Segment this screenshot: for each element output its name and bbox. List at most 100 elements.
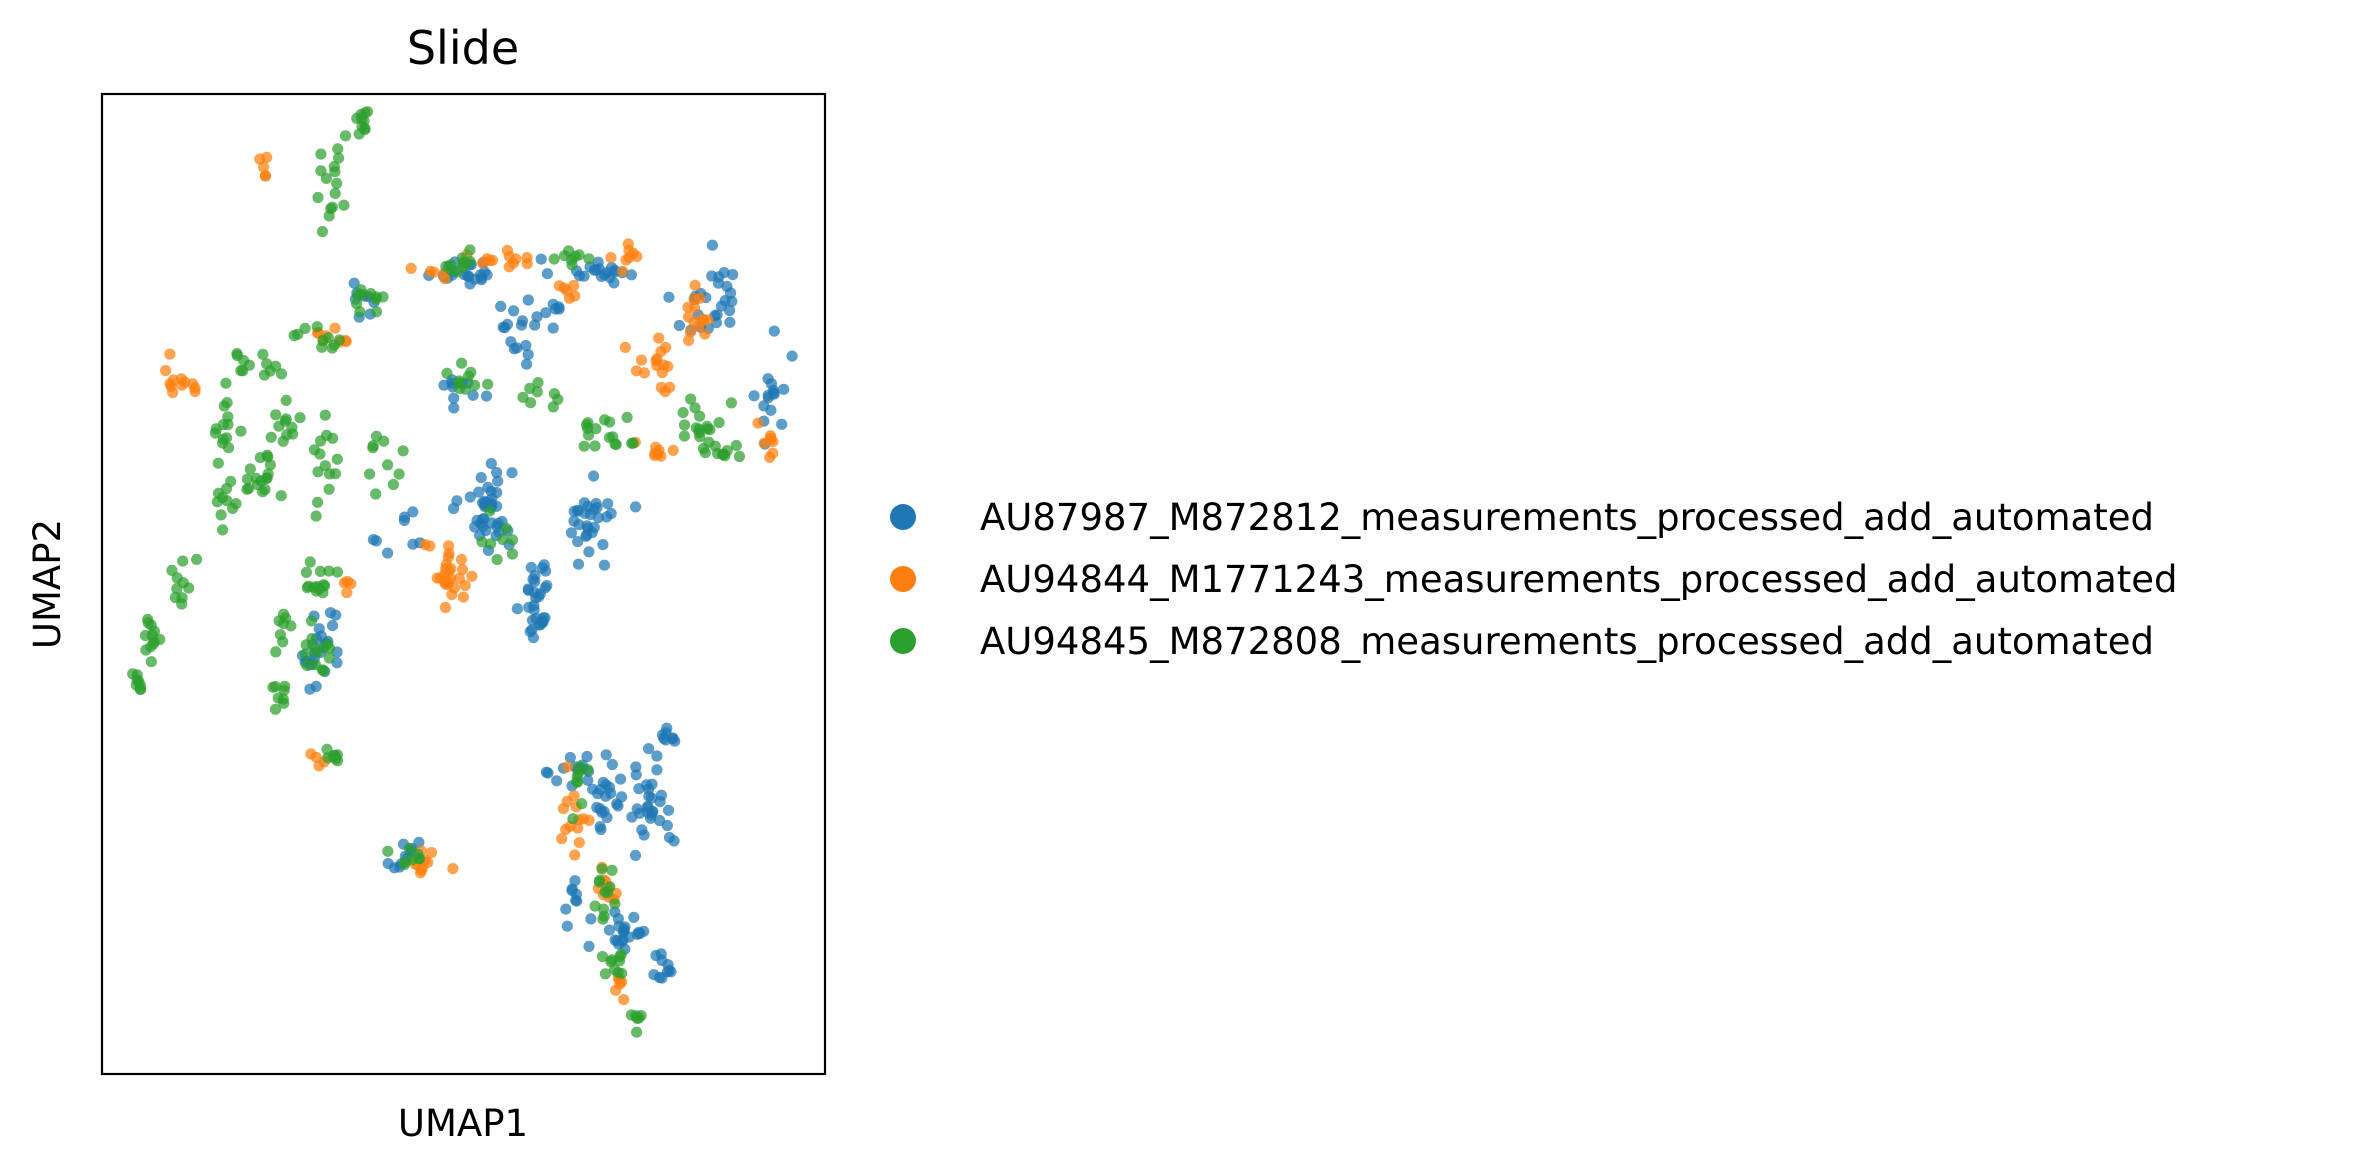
data-point xyxy=(164,348,176,360)
data-point xyxy=(612,967,624,979)
data-point xyxy=(561,795,573,808)
data-point xyxy=(352,289,364,301)
data-point xyxy=(270,646,282,658)
data-point xyxy=(331,566,343,578)
data-point xyxy=(659,386,671,398)
data-point xyxy=(694,431,706,443)
data-point xyxy=(608,277,620,289)
data-point xyxy=(210,423,222,435)
data-point xyxy=(474,269,486,281)
data-point xyxy=(622,238,634,250)
data-point xyxy=(333,152,345,164)
data-point xyxy=(677,407,689,419)
data-point xyxy=(237,365,249,377)
data-point xyxy=(171,583,183,595)
data-point xyxy=(160,365,172,377)
data-point xyxy=(231,348,243,360)
data-point xyxy=(322,332,334,344)
data-point xyxy=(467,389,479,401)
data-point xyxy=(476,497,489,509)
data-point xyxy=(580,530,592,542)
data-point xyxy=(656,954,668,967)
data-point xyxy=(549,303,562,315)
data-point xyxy=(631,250,643,263)
data-point xyxy=(560,903,572,915)
data-point xyxy=(678,419,691,431)
data-point xyxy=(538,559,550,571)
data-point xyxy=(685,393,697,405)
data-point xyxy=(609,898,621,910)
data-point xyxy=(590,423,602,435)
data-point xyxy=(643,743,655,755)
data-point xyxy=(602,498,614,510)
data-point xyxy=(506,467,518,479)
data-point xyxy=(286,421,298,433)
data-point xyxy=(491,466,503,479)
data-point xyxy=(596,951,609,963)
data-point xyxy=(616,265,629,277)
data-point xyxy=(403,843,415,855)
data-point xyxy=(598,806,610,818)
data-point xyxy=(587,783,599,795)
data-point xyxy=(448,392,460,404)
data-point xyxy=(576,798,588,810)
data-point xyxy=(599,968,612,980)
data-point xyxy=(431,572,443,584)
data-point xyxy=(341,587,353,599)
data-point xyxy=(778,383,790,395)
data-point xyxy=(485,538,497,550)
data-point xyxy=(569,849,581,861)
data-point xyxy=(651,750,663,762)
data-point xyxy=(752,417,764,429)
data-point xyxy=(328,749,340,761)
data-point xyxy=(711,309,723,321)
data-point xyxy=(456,564,469,576)
data-point xyxy=(721,280,733,292)
data-point xyxy=(701,423,713,435)
data-point xyxy=(328,339,340,351)
data-point xyxy=(715,300,728,312)
data-point xyxy=(663,291,675,303)
data-point xyxy=(568,505,580,517)
data-point xyxy=(313,623,325,635)
data-point xyxy=(323,652,335,664)
data-point xyxy=(491,521,503,533)
data-point xyxy=(304,683,316,695)
data-point xyxy=(597,776,609,789)
data-point xyxy=(563,245,575,257)
data-point xyxy=(581,750,593,763)
data-point xyxy=(573,519,585,531)
data-point xyxy=(323,483,335,495)
data-point xyxy=(588,470,600,482)
data-point xyxy=(630,365,643,377)
data-point xyxy=(393,468,405,480)
data-point xyxy=(277,636,289,648)
data-point xyxy=(312,191,324,204)
data-point xyxy=(314,448,326,460)
data-point xyxy=(413,853,425,865)
data-point xyxy=(614,773,627,785)
data-point xyxy=(356,113,368,125)
data-point xyxy=(464,491,476,503)
data-point xyxy=(364,468,376,480)
data-point xyxy=(571,771,583,783)
data-point xyxy=(767,447,779,459)
data-point xyxy=(134,679,146,691)
data-point xyxy=(407,506,419,518)
data-point xyxy=(169,591,181,604)
data-point xyxy=(440,563,452,575)
data-point xyxy=(688,302,701,314)
data-point xyxy=(618,925,630,937)
data-point xyxy=(505,336,517,348)
data-point xyxy=(254,452,266,464)
data-point xyxy=(605,252,617,264)
data-point xyxy=(466,570,478,582)
data-point xyxy=(484,505,496,517)
data-point xyxy=(480,390,493,402)
data-point xyxy=(457,591,469,603)
data-point xyxy=(140,644,152,656)
data-point xyxy=(651,764,663,776)
data-point xyxy=(328,161,340,173)
data-point xyxy=(312,496,324,508)
